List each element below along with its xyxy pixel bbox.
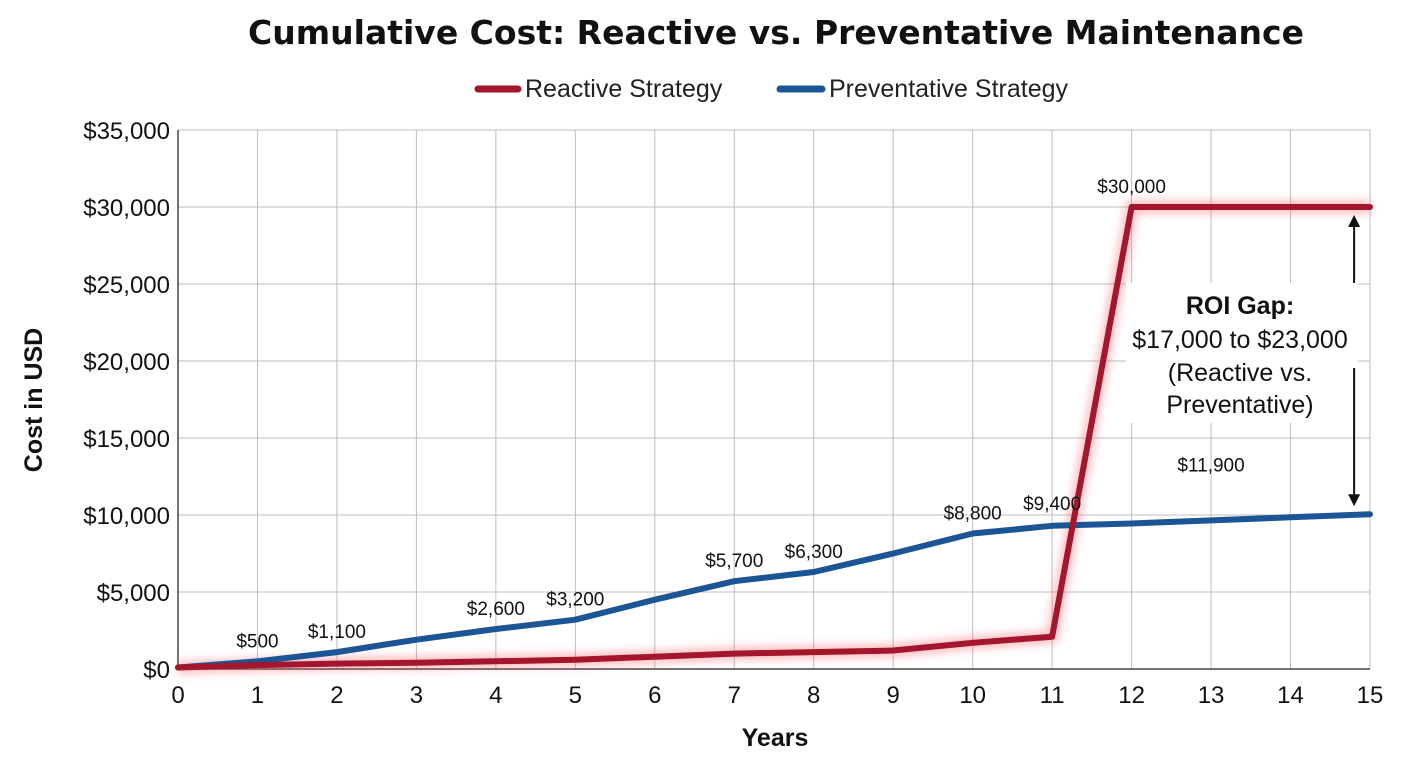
x-tick-label: 5 <box>569 682 582 709</box>
data-label: $6,300 <box>785 542 843 563</box>
data-label: $2,600 <box>467 599 525 620</box>
data-label: $3,200 <box>546 590 604 611</box>
x-tick-label: 4 <box>489 682 502 709</box>
x-tick-label: 1 <box>251 682 264 709</box>
series-line-reactive <box>175 204 1373 671</box>
y-tick-label: $30,000 <box>83 195 170 222</box>
y-tick-label: $15,000 <box>83 426 170 453</box>
roi-gap-annotation: ROI Gap: $17,000 to $23,000 (Reactive vs… <box>1126 215 1361 507</box>
data-label: $11,900 <box>1177 456 1244 477</box>
legend-label-preventative: Preventative Strategy <box>829 75 1069 103</box>
x-tick-label: 7 <box>728 682 741 709</box>
data-label: $9,400 <box>1023 494 1081 515</box>
x-tick-label: 6 <box>648 682 661 709</box>
legend-label-reactive: Reactive Strategy <box>525 75 723 103</box>
x-tick-label: 2 <box>330 682 343 709</box>
data-labels: $500 $1,100 $2,600 $3,200 $5,700 $6,300 $8,800… <box>236 177 1244 652</box>
roi-gap-label-background <box>1126 283 1358 423</box>
y-tick-label: $20,000 <box>83 349 170 376</box>
y-axis-ticks: $0 $5,000 $10,000 $15,000 $20,000 $25,000 $30,… <box>83 118 170 684</box>
x-tick-label: 0 <box>171 682 184 709</box>
x-tick-label: 9 <box>887 682 900 709</box>
series-layer <box>175 200 1373 675</box>
x-tick-label: 15 <box>1357 682 1384 709</box>
x-tick-label: 13 <box>1198 682 1225 709</box>
x-tick-label: 11 <box>1040 682 1065 709</box>
data-label: $500 <box>236 631 278 652</box>
x-tick-label: 3 <box>410 682 423 709</box>
roi-gap-title: ROI Gap: <box>1186 292 1294 320</box>
x-tick-label: 12 <box>1118 682 1145 709</box>
data-label: $1,100 <box>308 622 366 643</box>
x-tick-label: 10 <box>959 682 986 709</box>
y-tick-label: $5,000 <box>97 580 170 607</box>
series-line-reactive-glow <box>177 200 1370 675</box>
y-tick-label: $35,000 <box>83 118 170 145</box>
data-label: $5,700 <box>705 551 763 572</box>
y-tick-label: $25,000 <box>83 272 170 299</box>
y-tick-label: $0 <box>143 657 170 684</box>
y-tick-label: $10,000 <box>83 503 170 530</box>
x-axis-title: Years <box>742 724 809 752</box>
legend: Reactive Strategy Preventative Strategy <box>474 75 1069 103</box>
x-tick-label: 8 <box>807 682 820 709</box>
roi-gap-note-line2: Preventative) <box>1166 391 1313 419</box>
data-label: $8,800 <box>944 503 1002 524</box>
roi-gap-note-line1: (Reactive vs. <box>1168 359 1312 387</box>
data-label: $30,000 <box>1097 177 1166 198</box>
series-line-preventative <box>175 511 1373 671</box>
roi-gap-range: $17,000 to $23,000 <box>1132 326 1347 354</box>
x-tick-label: 14 <box>1277 682 1304 709</box>
x-axis-ticks: 0 1 2 3 4 5 6 7 8 9 10 11 12 13 14 15 <box>171 682 1383 709</box>
y-axis-title: Cost in USD <box>20 328 48 472</box>
chart-title: Cumulative Cost: Reactive vs. Preventati… <box>248 13 1304 52</box>
